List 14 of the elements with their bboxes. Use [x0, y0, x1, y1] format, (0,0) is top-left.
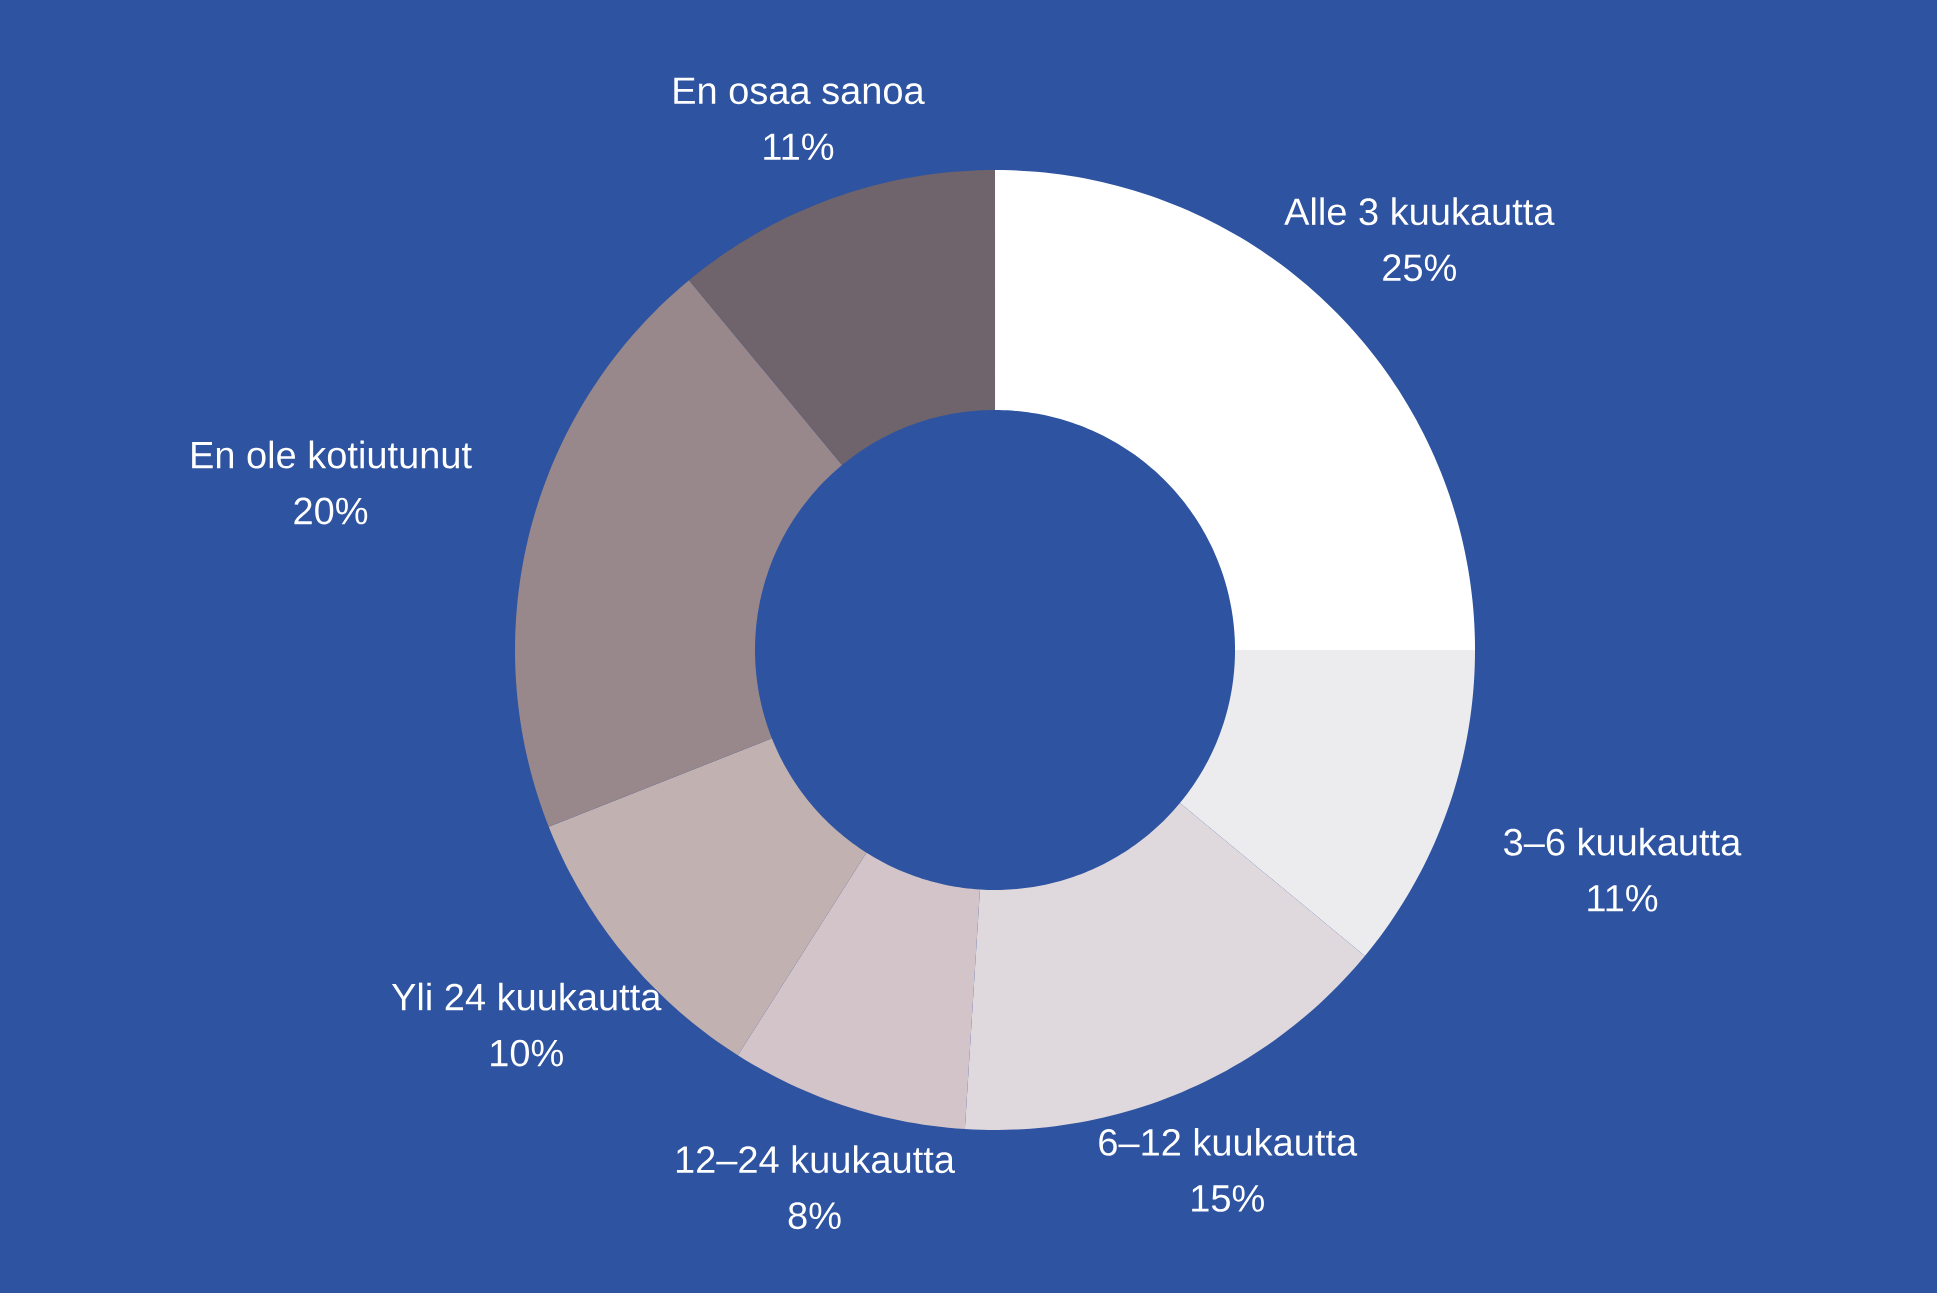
data-label: 8%	[788, 1202, 841, 1230]
slice-label: En osaa sanoa	[674, 77, 925, 105]
slice-label: 6–12 kuukautta	[1099, 1127, 1358, 1156]
slice-label: 12–24 kuukautta	[676, 1145, 955, 1174]
data-label: 10%	[491, 1039, 563, 1067]
slice-label: Alle 3 kuukautta	[1284, 197, 1555, 226]
slice-label: Yli 24 kuukautta	[391, 982, 662, 1011]
data-label: 11%	[1588, 884, 1658, 912]
slice-label: 3–6 kuukautta	[1504, 827, 1742, 856]
data-label: 11%	[764, 133, 834, 161]
data-label: 20%	[294, 497, 368, 525]
slice-label: En ole kotiutunut	[192, 440, 472, 469]
data-label: 25%	[1383, 254, 1456, 282]
data-label: 15%	[1192, 1185, 1264, 1212]
